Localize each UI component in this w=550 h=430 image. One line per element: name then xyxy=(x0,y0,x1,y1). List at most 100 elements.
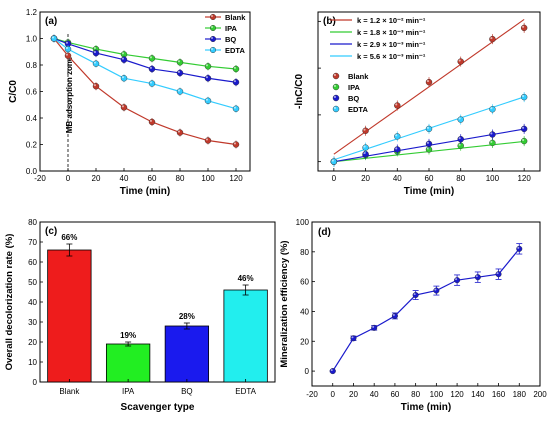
panel-d-letter: (d) xyxy=(318,227,331,238)
panel-d-y-axis-label: Mineralization efficiency (%) xyxy=(279,240,290,367)
panel-a-series-line-bq xyxy=(53,37,237,83)
panel-d-x-tick-label: 80 xyxy=(411,390,420,399)
panel-c-letter: (c) xyxy=(45,226,57,237)
panel-a-point-blank xyxy=(148,118,156,126)
panel-a-point-edta xyxy=(176,88,184,95)
panel-b-point-edta-highlight xyxy=(522,95,525,98)
panel-a-point-bq-highlight xyxy=(177,70,180,73)
panel-b-point-ipa-highlight xyxy=(458,143,461,146)
panel-b-x-tick-label: 0 xyxy=(332,174,337,183)
panel-d-x-tick-label: 120 xyxy=(450,390,464,399)
panel-b-point-blank xyxy=(425,78,433,86)
panel-b-point-ipa xyxy=(489,139,496,147)
panel-c-bar-edta xyxy=(223,289,268,383)
panel-a-point-bq xyxy=(148,65,156,73)
panel-d-point xyxy=(454,277,461,284)
panel-a-series-line-edta xyxy=(53,38,237,110)
panel-b-point-edta-highlight xyxy=(426,126,430,129)
panel-b-legend-label-bq: BQ xyxy=(348,94,359,103)
panel-a-point-edta-highlight xyxy=(149,81,152,84)
panel-a-point-bq-highlight xyxy=(149,66,152,69)
panel-a-x-tick-label: 60 xyxy=(148,174,157,183)
panel-b-x-axis-label: Time (min) xyxy=(404,186,454,197)
panel-a-point-ipa-highlight xyxy=(149,56,152,59)
panel-a-legend-label-blank: Blank xyxy=(225,13,246,22)
panel-a-point-bq xyxy=(92,49,100,57)
panel-c-value-label: 28% xyxy=(179,312,195,321)
panel-b-point-blank-highlight xyxy=(426,80,430,83)
panel-c-y-tick-label: 30 xyxy=(28,318,37,327)
panel-a-point-edta xyxy=(232,105,240,112)
panel-a-legend-label-edta: EDTA xyxy=(225,46,245,55)
panel-d-point xyxy=(350,335,357,342)
panel-a-point-blank xyxy=(64,52,72,59)
panel-a-point-edta-highlight xyxy=(233,106,236,109)
panel-b-legend-marker-edta-highlight xyxy=(333,106,337,109)
panel-a-x-tick-label: -20 xyxy=(34,174,46,183)
panel-b-point-blank-highlight xyxy=(490,37,493,40)
panel-d-point xyxy=(516,245,523,252)
panel-d-x-tick-label: 100 xyxy=(430,390,444,399)
panel-b-legend-label-blank: Blank xyxy=(348,72,369,81)
panel-a-x-tick-label: 80 xyxy=(176,174,185,183)
panel-a-point-blank-highlight xyxy=(65,53,68,56)
panel-a-point-blank xyxy=(232,141,240,148)
panel-a-point-ipa xyxy=(204,63,212,70)
panel-d-point-highlight xyxy=(392,313,395,316)
panel-c-value-label: 66% xyxy=(61,233,77,242)
panel-b-point-blank-highlight xyxy=(395,103,398,106)
panel-b-letter: (b) xyxy=(323,16,336,27)
panel-a-point-ipa-highlight xyxy=(121,52,124,55)
panel-a-point-edta xyxy=(50,35,58,42)
panel-b-point-bq xyxy=(520,125,528,133)
panel-c-y-tick-label: 40 xyxy=(28,298,37,307)
panel-d-x-axis-label: Time (min) xyxy=(401,402,451,413)
panel-a-y-tick-label: 0.6 xyxy=(26,88,38,97)
panel-b-legend-label-ipa: IPA xyxy=(348,83,361,92)
panel-b-legend-marker-ipa-highlight xyxy=(333,84,337,87)
panel-a-y-axis-label: C/C0 xyxy=(8,80,19,103)
panel-d-point xyxy=(474,274,481,281)
panel-d-point-highlight xyxy=(455,278,458,281)
panel-b-point-ipa-highlight xyxy=(490,140,493,143)
panel-b-x-tick-label: 40 xyxy=(393,174,402,183)
panel-d-point xyxy=(391,312,398,319)
panel-a-point-blank xyxy=(120,104,128,111)
panel-d-series-line xyxy=(332,248,520,372)
panel-c-bar-blank xyxy=(47,249,92,383)
panel-c-x-axis-label: Scavenger type xyxy=(121,402,195,413)
panel-b-point-edta xyxy=(425,125,433,133)
panel-b-point-blank-highlight xyxy=(458,59,461,62)
panel-b-x-tick-label: 120 xyxy=(517,174,531,183)
panel-c-y-tick-label: 60 xyxy=(28,258,37,267)
panel-a-adsorption-annotation: MB adsorption zone xyxy=(65,56,74,133)
panel-a-point-blank-highlight xyxy=(121,105,124,108)
panel-b-x-tick-label: 80 xyxy=(456,174,465,183)
panel-b-y-axis-label: -lnC/C0 xyxy=(294,74,305,109)
panel-b-point-blank xyxy=(362,127,369,134)
panel-a-legend-marker-edta-highlight xyxy=(211,48,214,50)
panel-c-y-tick-label: 10 xyxy=(28,358,37,367)
panel-b-point-blank xyxy=(394,102,401,109)
panel-c-category-label: EDTA xyxy=(235,387,256,396)
panel-c-category-label: BQ xyxy=(181,387,193,396)
panel-a-legend-marker-ipa-highlight xyxy=(211,26,214,28)
panel-c-y-tick-label: 50 xyxy=(28,278,37,287)
panel-a-point-ipa-highlight xyxy=(233,66,236,69)
panel-b-x-tick-label: 60 xyxy=(425,174,434,183)
panel-d-point xyxy=(495,271,502,278)
panel-a-legend-label-ipa: IPA xyxy=(225,24,238,33)
panel-b-legend-marker-bq-highlight xyxy=(333,95,337,98)
panel-a-point-bq xyxy=(204,75,212,82)
panel-d-y-tick-label: 40 xyxy=(300,307,309,316)
panel-a-point-edta-highlight xyxy=(205,98,208,101)
panel-d-point xyxy=(412,292,419,299)
panel-d-y-tick-label: 20 xyxy=(300,337,309,346)
panel-d-point-highlight xyxy=(351,336,354,339)
panel-c-y-axis-label: Overall decolorization rate (%) xyxy=(4,234,15,371)
panel-a-series-line-ipa xyxy=(53,37,237,70)
panel-a-point-bq xyxy=(232,79,240,86)
panel-a-point-blank xyxy=(204,137,212,144)
panel-b-point-bq xyxy=(457,135,464,143)
